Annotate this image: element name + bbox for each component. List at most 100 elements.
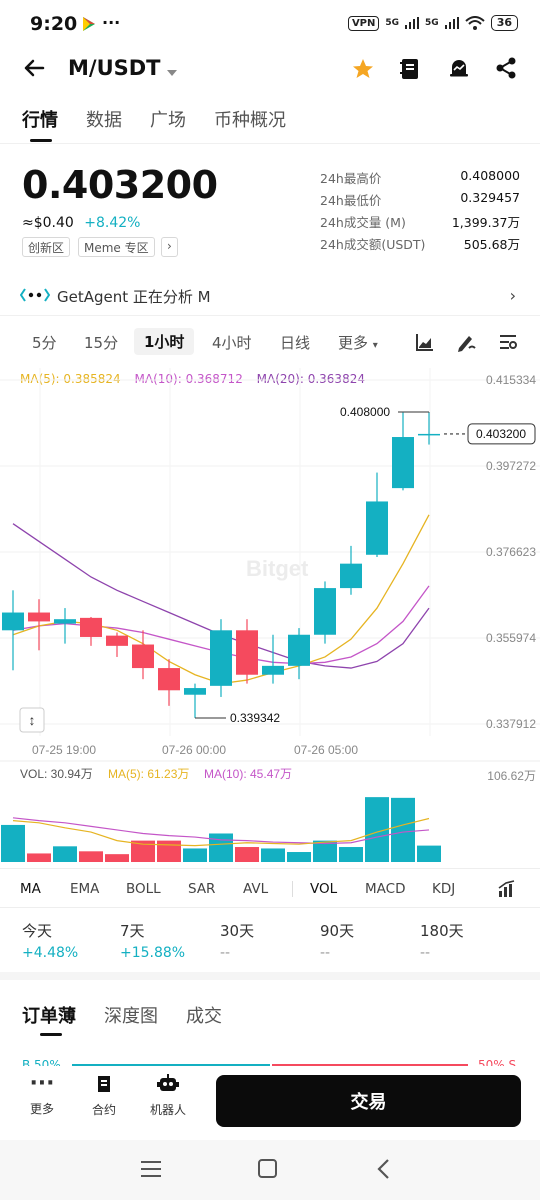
tf-1d[interactable]: 日线 bbox=[280, 334, 311, 352]
last-price-box bbox=[467, 423, 536, 445]
candle-body bbox=[392, 437, 414, 489]
timeframe-bar: 5分 15分 1小时 4小时 日线 更多 ▾ bbox=[0, 322, 540, 362]
contract-icon bbox=[98, 1076, 110, 1092]
vol-ma10-legend: MA(10): 45.47万 bbox=[204, 767, 292, 781]
draw-tool-icon[interactable] bbox=[456, 332, 478, 356]
indicator-macd[interactable]: MACD bbox=[365, 881, 406, 897]
tag-innovation-zone[interactable]: 创新区 bbox=[22, 237, 71, 257]
high-price-label: 0.408000 bbox=[340, 405, 390, 419]
perf-value: -- bbox=[320, 945, 331, 961]
indicator-kdj[interactable]: KDJ bbox=[432, 881, 456, 897]
more-dots-icon: ··· bbox=[102, 13, 121, 32]
tf-4h[interactable]: 4小时 bbox=[212, 334, 252, 352]
share-icon[interactable] bbox=[494, 56, 518, 84]
volume-bar bbox=[417, 845, 441, 862]
volume-bar bbox=[53, 846, 77, 862]
y-tick-label: 0.376623 bbox=[486, 545, 536, 559]
candle-body bbox=[106, 635, 128, 646]
vol-ma5-legend: MA(5): 61.23万 bbox=[108, 767, 189, 781]
candle-body bbox=[28, 612, 50, 622]
vol-legend: VOL: 30.94万 bbox=[20, 767, 93, 781]
buy-ratio-bar bbox=[72, 1064, 270, 1067]
bottom-action-bar: ··· 更多 合约 机器人 交易 bbox=[0, 1066, 540, 1134]
tag-meme-zone[interactable]: Meme 专区 bbox=[78, 237, 155, 257]
tf-15m[interactable]: 15分 bbox=[84, 334, 119, 352]
price-sub: ≈$0.40 +8.42% bbox=[22, 215, 140, 231]
perf-7d: 7天 +15.88% bbox=[120, 920, 185, 961]
indicator-settings-icon[interactable] bbox=[497, 879, 517, 903]
x-tick-label: 07-26 00:00 bbox=[162, 743, 226, 757]
ma10-legend: MA(10): 0.368712 bbox=[134, 372, 243, 386]
candle-body bbox=[418, 433, 440, 436]
caret-down-icon[interactable] bbox=[167, 62, 177, 81]
robot-button[interactable]: 机器人 bbox=[140, 1074, 196, 1118]
indicator-ema[interactable]: EMA bbox=[70, 881, 100, 897]
getagent-row[interactable]: GetAgent 正在分析 M › bbox=[0, 276, 540, 316]
x-tick-label: 07-26 05:00 bbox=[294, 743, 358, 757]
chart-settings-icon[interactable] bbox=[498, 332, 518, 356]
home-icon[interactable] bbox=[258, 1159, 278, 1183]
stat-volume: 24h成交量 (M) 1,399.37万 bbox=[320, 212, 520, 234]
indicator-avl[interactable]: AVL bbox=[243, 881, 269, 897]
stat-turnover: 24h成交额(USDT) 505.68万 bbox=[320, 234, 520, 256]
price-chart[interactable]: Bitget 0.415334 0.397272 0.376623 0.355974 0.… bbox=[0, 368, 540, 866]
low-price-label: 0.339342 bbox=[230, 711, 280, 725]
perf-value: -- bbox=[220, 945, 231, 961]
vpn-badge: VPN bbox=[347, 15, 380, 31]
indicator-ma[interactable]: MA bbox=[20, 881, 41, 897]
last-price: 0.403200 bbox=[22, 163, 218, 207]
tab-market[interactable]: 行情 bbox=[22, 110, 58, 131]
sim1-label: 5G bbox=[385, 18, 400, 28]
perf-label: 今天 bbox=[22, 922, 53, 940]
volume-bar bbox=[105, 854, 129, 862]
tf-1h[interactable]: 1小时 bbox=[134, 328, 195, 355]
volume-bar bbox=[27, 853, 51, 862]
caret-down-icon: ▾ bbox=[372, 340, 378, 351]
back-nav-icon[interactable] bbox=[376, 1158, 390, 1184]
menu-icon[interactable] bbox=[141, 1160, 163, 1182]
tab-trades[interactable]: 成交 bbox=[186, 1006, 222, 1027]
candle-body bbox=[236, 630, 258, 675]
perf-today: 今天 +4.48% bbox=[22, 920, 78, 961]
vol-ma10-line bbox=[12, 817, 430, 845]
indicator-boll[interactable]: BOLL bbox=[126, 881, 161, 897]
stat-value: 0.408000 bbox=[460, 168, 520, 183]
star-icon[interactable] bbox=[351, 57, 375, 85]
pair-header: M/USDT bbox=[0, 48, 540, 92]
chart-type-icon[interactable] bbox=[415, 332, 435, 356]
orderbook-section: 订单薄 深度图 成交 B 50% 50% S bbox=[0, 972, 540, 1072]
notebook-icon[interactable] bbox=[399, 57, 421, 85]
more-button[interactable]: ··· 更多 bbox=[14, 1073, 70, 1117]
status-time: 9:20 bbox=[30, 13, 78, 35]
battery-indicator: 36 bbox=[490, 15, 518, 31]
tab-orderbook[interactable]: 订单薄 bbox=[22, 1006, 76, 1027]
orderbook-tab-indicator bbox=[40, 1033, 62, 1036]
contract-button[interactable]: 合约 bbox=[76, 1074, 132, 1118]
indicator-vol[interactable]: VOL bbox=[310, 881, 338, 897]
volume-bar bbox=[157, 840, 181, 862]
play-store-icon bbox=[82, 16, 96, 36]
tags-more[interactable]: › bbox=[161, 237, 178, 257]
tab-square[interactable]: 广场 bbox=[150, 110, 186, 131]
tab-depth-chart[interactable]: 深度图 bbox=[104, 1006, 158, 1027]
candle-body bbox=[340, 563, 362, 589]
stat-label: 24h最低价 bbox=[320, 193, 382, 208]
perf-value: +4.48% bbox=[22, 945, 79, 961]
tf-more[interactable]: 更多 ▾ bbox=[338, 332, 378, 353]
candle-body bbox=[158, 668, 180, 691]
pair-title[interactable]: M/USDT bbox=[68, 56, 161, 80]
more-label: 更多 bbox=[29, 1102, 54, 1116]
candle-body bbox=[132, 644, 154, 669]
trade-button[interactable]: 交易 bbox=[216, 1075, 521, 1127]
tab-coin-overview[interactable]: 币种概况 bbox=[214, 110, 286, 131]
candle-body bbox=[366, 501, 388, 555]
sim2-label: 5G bbox=[425, 18, 439, 28]
tf-5m[interactable]: 5分 bbox=[32, 334, 57, 352]
sell-ratio-bar bbox=[272, 1064, 468, 1067]
robot-label: 机器人 bbox=[149, 1103, 186, 1117]
alert-bell-icon[interactable] bbox=[447, 56, 471, 84]
back-icon[interactable] bbox=[22, 56, 46, 84]
indicator-sar[interactable]: SAR bbox=[188, 881, 216, 897]
zoom-toggle-icon-glyph: ↕ bbox=[29, 712, 36, 728]
tab-data[interactable]: 数据 bbox=[86, 110, 122, 131]
